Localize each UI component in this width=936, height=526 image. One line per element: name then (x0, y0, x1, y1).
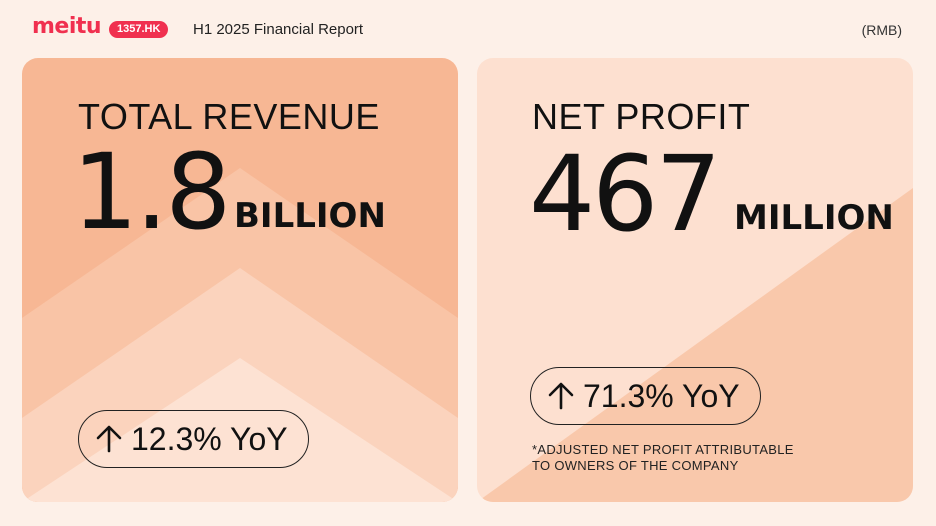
profit-yoy-pill: 71.3% YoY (530, 367, 761, 425)
profit-value: 467 (529, 133, 722, 255)
profit-label: NET PROFIT (532, 96, 751, 137)
total-revenue-card: TOTAL REVENUE 1.8 BILLION 12.3% YoY (22, 58, 458, 502)
revenue-unit: BILLION (234, 196, 386, 236)
net-profit-card: NET PROFIT 467 MILLION 71.3% YoY *ADJUST… (477, 58, 913, 502)
revenue-value: 1.8 (72, 131, 231, 253)
profit-footnote-line1: *ADJUSTED NET PROFIT ATTRIBUTABLE (532, 442, 794, 457)
header: meitu 1357.HK H1 2025 Financial Report (… (0, 0, 936, 56)
ticker-badge: 1357.HK (109, 21, 169, 38)
revenue-yoy-pill: 12.3% YoY (78, 410, 309, 468)
currency-label: (RMB) (861, 22, 902, 38)
revenue-yoy-text: 12.3% YoY (131, 420, 288, 457)
profit-unit: MILLION (734, 198, 894, 238)
profit-yoy-text: 71.3% YoY (583, 377, 740, 414)
revenue-label: TOTAL REVENUE (78, 96, 380, 137)
arrow-up-icon (547, 381, 575, 411)
chevron-background (22, 168, 458, 502)
report-title: H1 2025 Financial Report (193, 21, 364, 38)
meitu-logo: meitu (32, 14, 102, 39)
arrow-up-icon (95, 424, 123, 454)
profit-footnote: *ADJUSTED NET PROFIT ATTRIBUTABLE TO OWN… (532, 442, 794, 474)
diagonal-background (477, 188, 913, 502)
profit-footnote-line2: TO OWNERS OF THE COMPANY (532, 458, 739, 473)
